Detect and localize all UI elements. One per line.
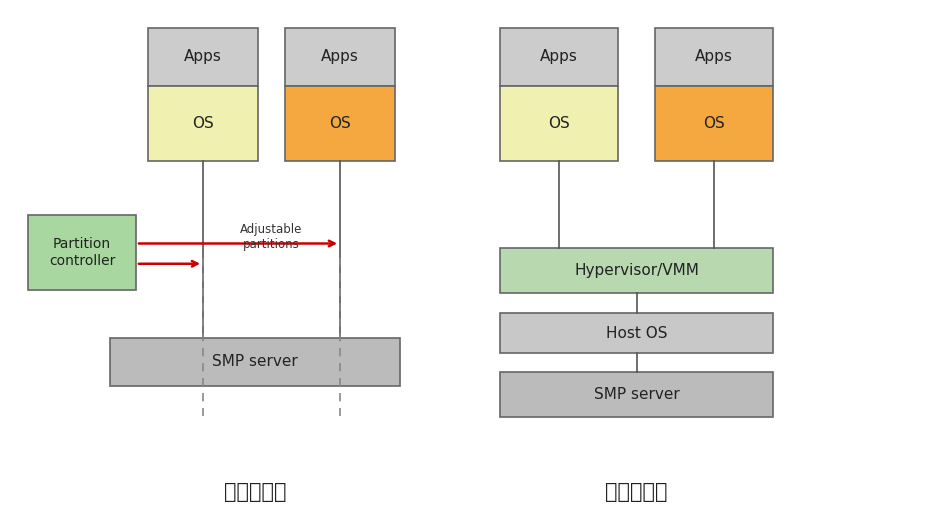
Text: Host OS: Host OS [606, 326, 667, 340]
Bar [655, 28, 773, 86]
Bar [500, 313, 773, 353]
Text: OS: OS [192, 116, 214, 131]
Bar [500, 248, 773, 293]
Text: OS: OS [548, 116, 570, 131]
Text: Hypervisor/VMM: Hypervisor/VMM [574, 263, 699, 278]
Text: SMP server: SMP server [593, 387, 679, 402]
Bar [148, 86, 258, 161]
Text: OS: OS [329, 116, 351, 131]
Text: Apps: Apps [695, 50, 733, 65]
Bar [148, 28, 258, 86]
Bar [285, 28, 395, 86]
Bar [500, 86, 618, 161]
Bar [285, 86, 395, 161]
Bar [110, 338, 400, 386]
Text: Adjustable
partitions: Adjustable partitions [241, 223, 302, 251]
Text: 硬件虚拟化: 硬件虚拟化 [224, 482, 286, 502]
Text: Apps: Apps [184, 50, 222, 65]
Text: Partition
controller: Partition controller [49, 238, 115, 268]
Text: 软件虚拟化: 软件虚拟化 [606, 482, 668, 502]
Bar [28, 215, 136, 290]
Text: OS: OS [703, 116, 725, 131]
Bar [500, 28, 618, 86]
Text: Apps: Apps [540, 50, 578, 65]
Text: Apps: Apps [321, 50, 359, 65]
Text: SMP server: SMP server [212, 354, 298, 370]
Bar [500, 372, 773, 417]
Bar [655, 86, 773, 161]
